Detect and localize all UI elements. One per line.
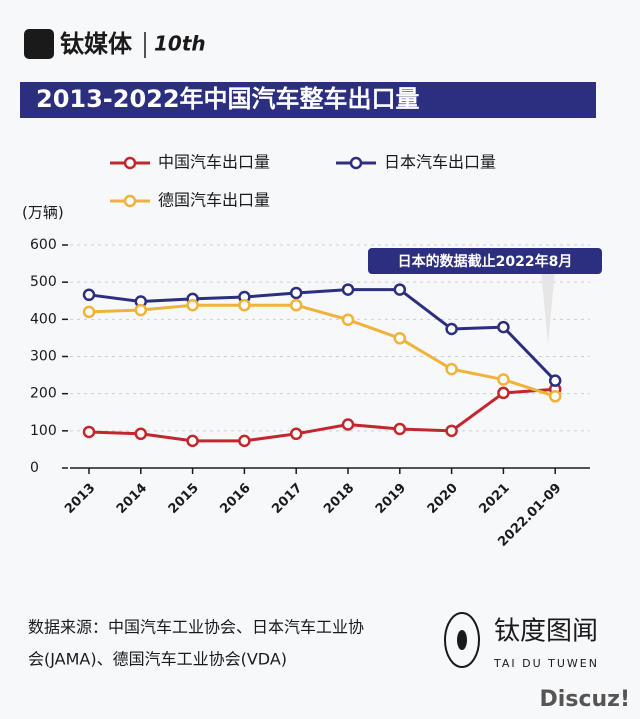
point [341, 283, 355, 296]
series-line [88, 288, 557, 382]
source-line: 会(JAMA)、德国汽车工业协会(VDA) [28, 650, 287, 669]
point [82, 288, 96, 302]
point [289, 286, 303, 300]
title-bar [20, 82, 596, 118]
point [393, 332, 407, 345]
point [186, 434, 199, 448]
series-line [88, 387, 556, 443]
y-tick-label: 200 [30, 386, 57, 402]
logo-sub: TAI DU TUWEN [493, 657, 599, 670]
y-tick-label: 300 [30, 349, 57, 365]
annotation-box [368, 248, 602, 274]
watermark: Discuz! [540, 687, 630, 712]
point [82, 425, 96, 439]
point [497, 320, 510, 334]
point [134, 427, 148, 441]
point [238, 434, 251, 448]
point [289, 427, 303, 441]
y-tick-label: 100 [30, 423, 57, 439]
point [445, 362, 458, 376]
annotation-pointer [541, 270, 555, 345]
y-tick-label: 500 [30, 274, 57, 290]
point [393, 422, 407, 436]
anniversary: 10th [154, 32, 206, 56]
series-line [88, 303, 556, 398]
logo-icon [444, 612, 480, 668]
point [497, 386, 510, 400]
annotation: 日本的数据截止2022年8月 [398, 253, 573, 270]
y-tick-label: 400 [30, 311, 57, 327]
point [393, 283, 407, 296]
point [497, 373, 510, 386]
legend-marker [123, 194, 137, 208]
legend-label: 中国汽车出口量 [158, 153, 270, 172]
legend-label: 德国汽车出口量 [158, 191, 270, 210]
y-axis-label: (万辆) [22, 204, 64, 222]
point [289, 298, 303, 312]
chart-title: 2013-2022年中国汽车整车出口量 [36, 85, 420, 113]
point [445, 322, 458, 336]
point [238, 298, 251, 312]
point [186, 298, 199, 312]
legend-marker [349, 156, 363, 170]
y-tick-label: 0 [30, 460, 39, 476]
source-line: 数据来源：中国汽车工业协会、日本汽车工业协 [28, 618, 364, 637]
point [548, 390, 562, 403]
legend-marker [123, 156, 137, 170]
point [134, 303, 148, 317]
logo: 钛度图闻 [494, 617, 598, 647]
point [445, 424, 458, 438]
point [82, 305, 96, 319]
brand-icon [24, 29, 54, 59]
point [548, 374, 562, 387]
point [341, 313, 355, 326]
brand: 钛媒体 [60, 30, 133, 58]
legend-label: 日本汽车出口量 [384, 153, 496, 172]
y-tick-label: 600 [30, 237, 57, 253]
point [341, 418, 355, 431]
logo-icon [457, 630, 467, 650]
